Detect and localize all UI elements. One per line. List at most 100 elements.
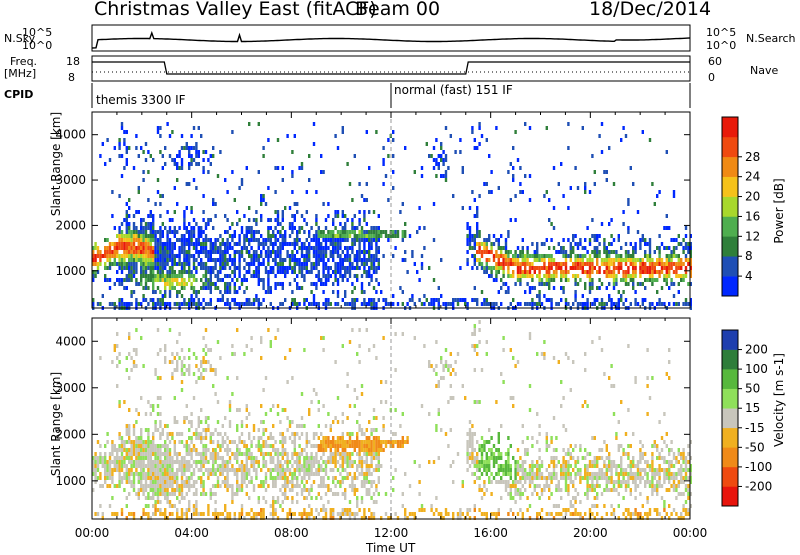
power-cell <box>466 222 469 226</box>
power-cell <box>209 250 212 254</box>
power-cell <box>106 138 109 142</box>
velocity-cell <box>195 448 198 452</box>
velocity-cell <box>310 468 313 472</box>
power-cell <box>180 162 184 166</box>
power-cell <box>593 182 596 186</box>
power-cell <box>399 210 402 214</box>
power-cell <box>267 278 270 282</box>
velocity-cell <box>334 440 337 444</box>
power-cell <box>339 234 342 238</box>
velocity-cell <box>284 496 287 500</box>
velocity-cell <box>468 464 472 468</box>
power-cell <box>108 254 112 258</box>
power-cell <box>576 242 580 246</box>
velocity-cell <box>435 496 438 500</box>
power-cell <box>296 210 299 214</box>
velocity-cell <box>173 356 176 360</box>
power-cell <box>324 262 328 266</box>
velocity-cell <box>255 456 258 460</box>
velocity-cell <box>468 436 472 440</box>
velocity-cell <box>372 480 376 484</box>
power-cell <box>586 270 589 274</box>
power-cell <box>596 298 599 302</box>
power-cell <box>365 182 368 186</box>
power-cell <box>214 282 217 286</box>
velocity-cell <box>118 352 121 356</box>
velocity-cell <box>125 428 128 432</box>
power-cell <box>188 262 191 266</box>
velocity-cell <box>178 332 181 336</box>
power-cell <box>202 170 205 174</box>
velocity-cell <box>394 332 397 336</box>
power-cell <box>192 146 196 150</box>
power-cell <box>262 198 265 202</box>
power-cell <box>252 262 256 266</box>
power-cell <box>351 246 354 250</box>
velocity-cell <box>387 516 390 520</box>
power-cell <box>336 238 340 242</box>
velocity-cell <box>128 460 131 464</box>
power-cell <box>437 302 440 306</box>
velocity-cell <box>368 472 371 476</box>
power-cell <box>226 246 229 250</box>
velocity-cell <box>221 468 224 472</box>
power-cell <box>339 242 342 246</box>
power-cell <box>636 258 640 262</box>
power-cell <box>233 250 236 254</box>
velocity-cell <box>176 420 179 424</box>
velocity-cell <box>147 512 150 516</box>
velocity-cell <box>332 468 335 472</box>
power-cell <box>142 250 145 254</box>
power-cell <box>658 234 661 238</box>
power-cell <box>476 226 479 230</box>
power-cell <box>548 198 551 202</box>
velocity-cell <box>248 512 251 516</box>
power-cell <box>653 266 656 270</box>
velocity-cell <box>195 380 198 384</box>
power-cell <box>228 302 232 306</box>
velocity-cell <box>166 460 169 464</box>
power-cell <box>644 242 647 246</box>
velocity-cell <box>348 340 352 344</box>
velocity-cell <box>531 472 534 476</box>
velocity-cell <box>308 492 311 496</box>
velocity-cell <box>358 460 361 464</box>
velocity-cell <box>420 404 424 408</box>
power-cell <box>324 266 328 270</box>
velocity-cell <box>197 368 200 372</box>
power-cell <box>327 258 330 262</box>
velocity-cell <box>356 352 359 356</box>
power-cell <box>519 282 522 286</box>
power-cell <box>118 234 121 238</box>
power-cell <box>204 238 208 242</box>
velocity-cell <box>296 460 299 464</box>
power-cell <box>195 146 198 150</box>
velocity-cell <box>413 460 416 464</box>
velocity-cell <box>188 428 191 432</box>
velocity-cell <box>312 472 316 476</box>
power-cell <box>128 302 131 306</box>
velocity-cell <box>171 352 174 356</box>
velocity-cell <box>255 512 258 516</box>
power-cell <box>118 298 121 302</box>
velocity-cell <box>346 460 349 464</box>
power-cell <box>675 270 678 274</box>
power-cell <box>356 258 359 262</box>
power-cell <box>552 246 556 250</box>
power-cell <box>449 134 452 138</box>
power-cell <box>610 218 613 222</box>
velocity-cell <box>308 488 311 492</box>
power-cell <box>507 266 510 270</box>
velocity-cell <box>274 464 277 468</box>
velocity-cell <box>317 424 320 428</box>
power-cell <box>476 210 479 214</box>
velocity-cell <box>214 368 217 372</box>
power-cell <box>269 234 272 238</box>
power-cell <box>509 274 512 278</box>
power-cell <box>586 250 589 254</box>
velocity-cell <box>190 476 193 480</box>
power-cell <box>248 254 251 258</box>
power-cell <box>226 250 229 254</box>
power-cell <box>562 286 565 290</box>
velocity-cell <box>116 464 119 468</box>
